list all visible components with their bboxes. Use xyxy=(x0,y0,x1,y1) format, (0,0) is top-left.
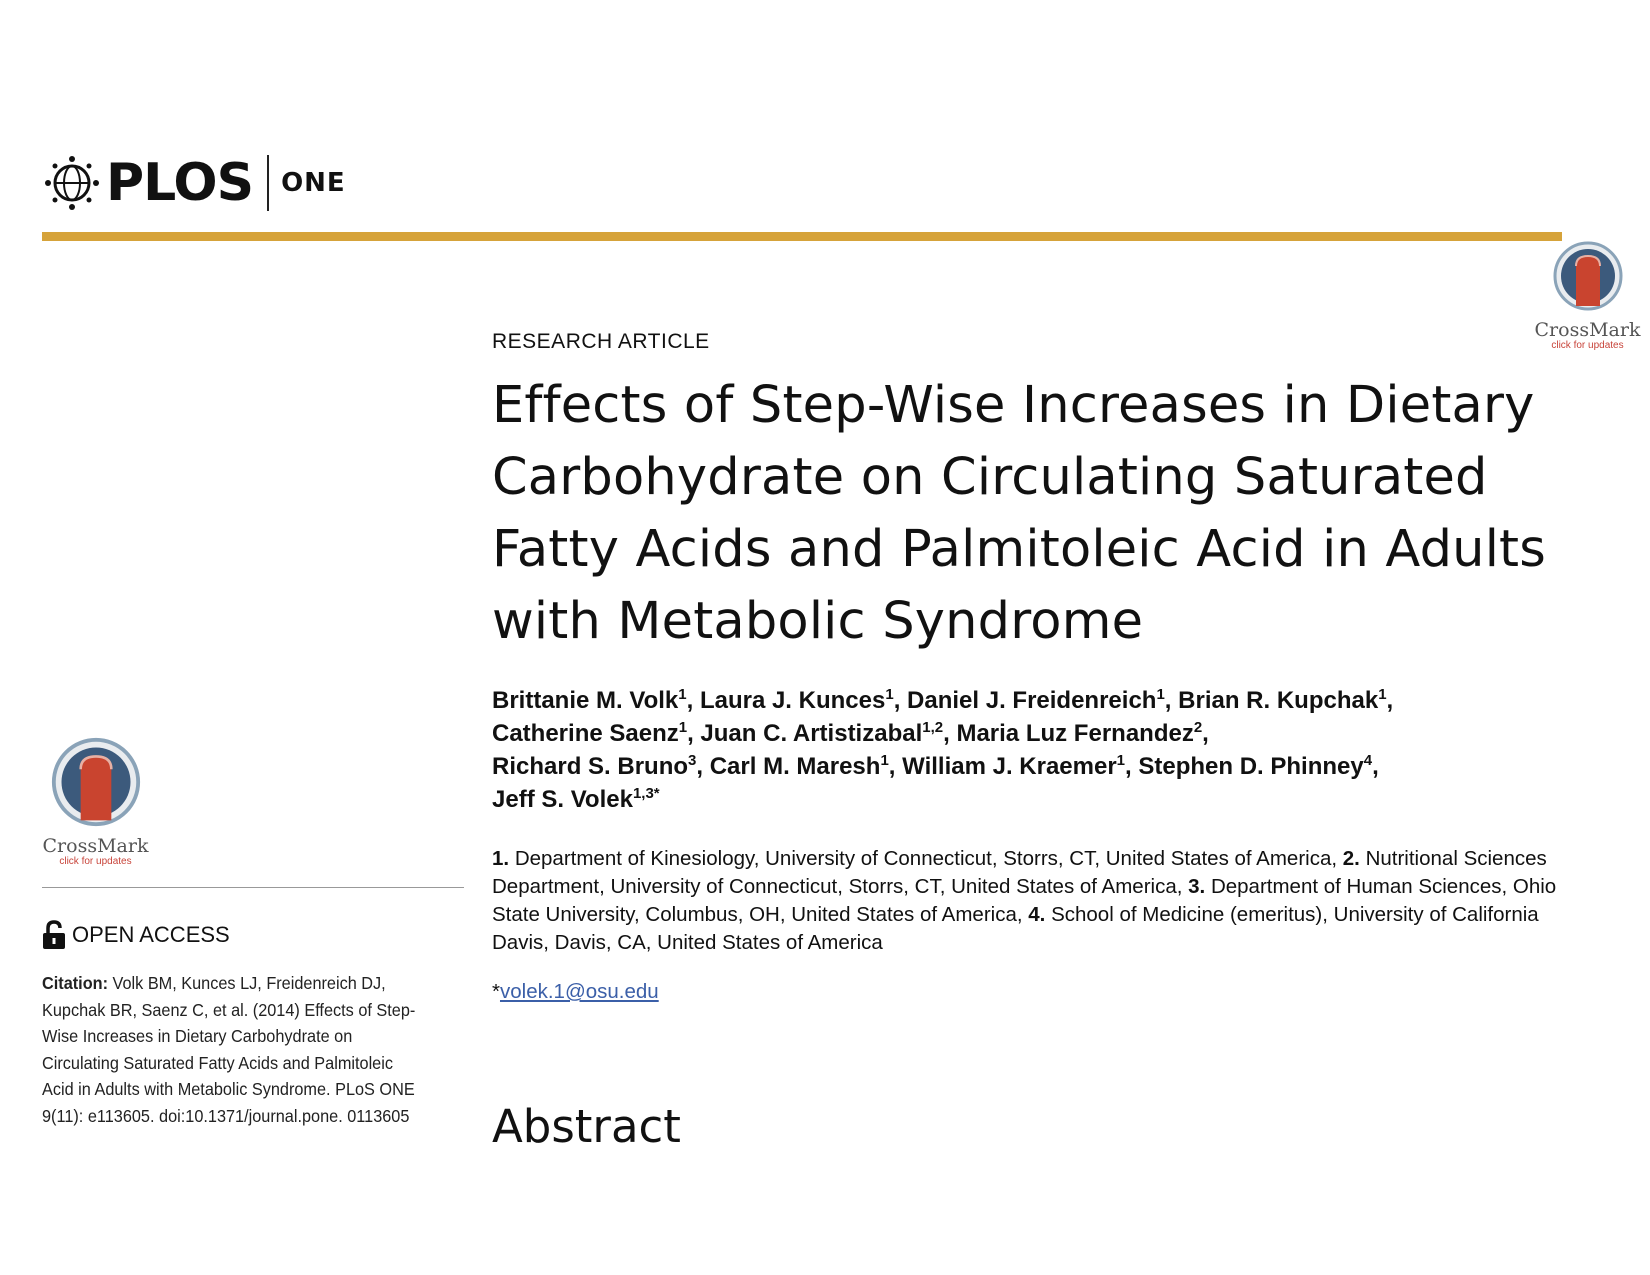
author[interactable]: Carl M. Maresh1 xyxy=(709,752,889,780)
author[interactable]: Catherine Saenz1 xyxy=(492,719,688,747)
affiliation-text: School of Medicine (emeritus), Universit… xyxy=(492,903,1539,954)
article-type: RESEARCH ARTICLE xyxy=(492,330,710,353)
affiliation-number: 3. xyxy=(1188,875,1206,898)
affiliation-text: Department of Kinesiology, University of… xyxy=(514,847,1338,870)
affiliations: 1. Department of Kinesiology, University… xyxy=(492,845,1562,957)
author[interactable]: Daniel J. Freidenreich1 xyxy=(907,686,1165,714)
affiliation-number: 4. xyxy=(1028,903,1046,926)
journal-sub: ONE xyxy=(281,168,346,198)
logo-divider xyxy=(267,155,270,211)
crossmark-badge-top[interactable]: CrossMark click for updates xyxy=(1530,240,1645,351)
author[interactable]: William J. Kraemer1 xyxy=(902,752,1126,780)
author[interactable]: Stephen D. Phinney4 xyxy=(1138,752,1373,780)
open-access-label: OPEN ACCESS xyxy=(72,922,230,947)
author[interactable]: Juan C. Artistizabal1,2 xyxy=(700,719,944,747)
journal-logo: PLOS ONE xyxy=(42,148,346,218)
author[interactable]: Brittanie M. Volk1 xyxy=(492,686,687,714)
crossmark-sublabel: click for updates xyxy=(59,856,132,867)
open-access-badge: OPEN ACCESS xyxy=(42,920,230,950)
abstract-heading: Abstract xyxy=(492,1100,681,1153)
email-marker: * xyxy=(492,980,500,1003)
author[interactable]: Laura J. Kunces1 xyxy=(699,686,894,714)
plos-globe-icon xyxy=(45,156,99,210)
citation-label: Citation: xyxy=(42,973,109,993)
citation: Citation: Volk BM, Kunces LJ, Freidenrei… xyxy=(42,970,423,1129)
author-list: Brittanie M. Volk1, Laura J. Kunces1, Da… xyxy=(492,686,1394,813)
open-lock-icon xyxy=(43,920,65,949)
crossmark-sublabel: click for updates xyxy=(1551,340,1624,351)
author[interactable]: Maria Luz Fernandez2 xyxy=(956,719,1203,747)
article-title: Effects of Step-Wise Increases in Dietar… xyxy=(492,376,1547,651)
affiliation-text: Department of Human Sciences, Ohio State… xyxy=(492,875,1557,926)
affiliation-number: 2. xyxy=(1342,847,1360,870)
author[interactable]: Jeff S. Volek1,3* xyxy=(492,785,660,813)
header-rule xyxy=(42,232,1562,241)
affiliation-number: 1. xyxy=(492,847,510,870)
citation-text: Volk BM, Kunces LJ, Freidenreich DJ, Kup… xyxy=(42,973,416,1126)
sidebar-rule xyxy=(42,887,464,888)
crossmark-icon xyxy=(1553,241,1622,311)
author[interactable]: Richard S. Bruno3 xyxy=(492,752,697,780)
journal-name: PLOS xyxy=(106,153,254,213)
crossmark-label: CrossMark xyxy=(42,835,149,857)
affiliation-text: Nutritional Sciences Department, Univers… xyxy=(492,847,1547,898)
author[interactable]: Brian R. Kupchak1 xyxy=(1178,686,1387,714)
corresponding-email: *volek.1@osu.edu xyxy=(492,980,1562,1004)
crossmark-label: CrossMark xyxy=(1534,319,1641,341)
crossmark-badge-side[interactable]: CrossMark click for updates xyxy=(38,736,153,867)
email-link[interactable]: volek.1@osu.edu xyxy=(499,980,659,1003)
crossmark-icon xyxy=(51,737,140,827)
